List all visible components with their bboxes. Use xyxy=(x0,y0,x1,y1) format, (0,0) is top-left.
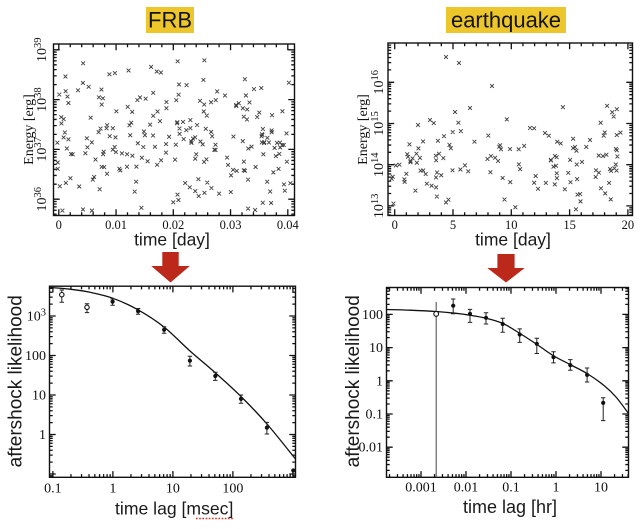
svg-text:Energy [erg]: Energy [erg] xyxy=(22,94,37,165)
svg-text:100: 100 xyxy=(222,482,243,497)
svg-text:0.03: 0.03 xyxy=(220,218,242,232)
svg-text:Energy [erg]: Energy [erg] xyxy=(356,94,371,165)
svg-text:0.1: 0.1 xyxy=(44,482,62,497)
svg-text:20: 20 xyxy=(622,218,635,232)
svg-text:100: 100 xyxy=(362,308,383,323)
svg-text:10: 10 xyxy=(32,389,46,404)
svg-text:10: 10 xyxy=(166,482,180,497)
svg-text:10: 10 xyxy=(594,481,608,496)
svg-text:0.04: 0.04 xyxy=(277,218,300,232)
svg-text:0.01: 0.01 xyxy=(454,481,479,496)
svg-text:1: 1 xyxy=(376,374,383,389)
svg-text:aftershock likelihood: aftershock likelihood xyxy=(343,295,364,467)
svg-text:0.1: 0.1 xyxy=(502,481,520,496)
svg-text:aftershock likelihood: aftershock likelihood xyxy=(6,295,27,467)
svg-text:time [day]: time [day] xyxy=(475,230,551,250)
svg-text:0.001: 0.001 xyxy=(405,481,437,496)
svg-text:15: 15 xyxy=(563,218,576,232)
svg-text:1: 1 xyxy=(39,428,46,443)
svg-text:0.01: 0.01 xyxy=(359,441,384,456)
svg-text:0: 0 xyxy=(56,218,62,232)
svg-text:10: 10 xyxy=(505,218,518,232)
svg-text:1: 1 xyxy=(109,482,116,497)
svg-text:FRB: FRB xyxy=(148,8,192,33)
svg-text:time lag [hr]: time lag [hr] xyxy=(463,497,557,517)
svg-text:time [day]: time [day] xyxy=(134,230,210,250)
svg-text:10: 10 xyxy=(369,341,383,356)
svg-text:0: 0 xyxy=(392,218,398,232)
svg-text:100: 100 xyxy=(25,349,46,364)
svg-text:0.1: 0.1 xyxy=(366,408,384,423)
svg-text:earthquake: earthquake xyxy=(451,8,561,33)
svg-text:1: 1 xyxy=(553,481,560,496)
svg-text:time lag [msec]: time lag [msec] xyxy=(115,499,233,519)
svg-text:0.01: 0.01 xyxy=(105,218,127,232)
svg-text:5: 5 xyxy=(450,218,456,232)
svg-text:0.02: 0.02 xyxy=(162,218,184,232)
